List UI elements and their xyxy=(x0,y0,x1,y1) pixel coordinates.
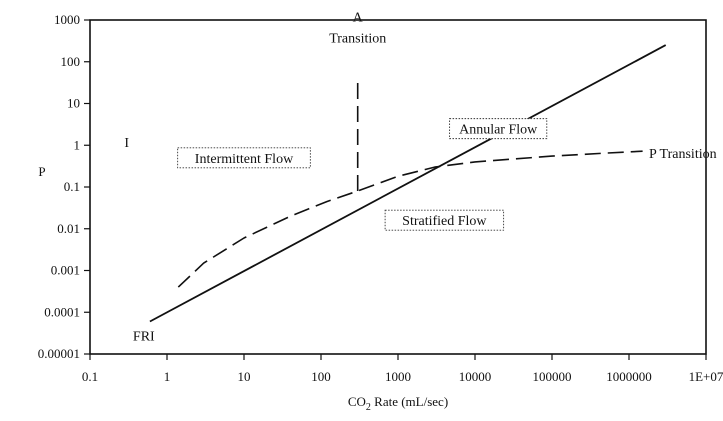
region-label: Annular Flow xyxy=(449,118,548,140)
y-tick-label: 10 xyxy=(67,96,80,111)
svg-text:FRI: FRI xyxy=(133,329,155,344)
x-tick-label: 1000 xyxy=(385,369,411,384)
svg-text:Transition: Transition xyxy=(329,32,386,47)
x-tick-label: 100000 xyxy=(533,369,572,384)
x-axis-label: CO2 Rate (mL/sec) xyxy=(348,394,448,413)
annotation-label: I xyxy=(124,136,129,151)
region-label: Intermittent Flow xyxy=(177,147,311,169)
y-tick-label: 1 xyxy=(74,137,81,152)
x-tick-label: 100 xyxy=(311,369,331,384)
svg-text:Stratified Flow: Stratified Flow xyxy=(402,214,487,229)
x-tick-label: 10 xyxy=(238,369,251,384)
region-label: Stratified Flow xyxy=(384,209,505,231)
svg-text:A: A xyxy=(353,11,364,26)
y-axis: 1000 100 10 1 0.1 0.01 0.001 0.0001 0.00001 xyxy=(38,12,90,361)
svg-text:P Transition: P Transition xyxy=(649,147,717,162)
y-tick-label: 0.01 xyxy=(57,221,80,236)
x-axis: 0.1 1 10 100 1000 10000 100000 1000000 1E+07 xyxy=(82,354,723,384)
svg-text:Annular Flow: Annular Flow xyxy=(459,123,538,138)
annotation-label: P Transition xyxy=(649,147,717,162)
svg-text:Intermittent Flow: Intermittent Flow xyxy=(195,152,294,167)
x-tick-label: 0.1 xyxy=(82,369,98,384)
y-axis-label: P xyxy=(38,164,45,179)
annotation-label: FRI xyxy=(133,329,155,344)
y-tick-label: 0.001 xyxy=(51,263,80,278)
x-tick-label: 1000000 xyxy=(606,369,652,384)
x-tick-label: 10000 xyxy=(459,369,492,384)
y-tick-label: 0.0001 xyxy=(44,304,80,319)
series-layer xyxy=(149,44,667,323)
y-tick-label: 0.1 xyxy=(64,179,80,194)
solid-boundary-line-0 xyxy=(149,44,667,323)
annotation-layer: Intermittent Flow Annular Flow Stratified … xyxy=(124,11,716,345)
y-tick-label: 100 xyxy=(61,54,81,69)
annotation-label: A xyxy=(353,11,364,26)
y-tick-label: 0.00001 xyxy=(38,346,80,361)
svg-text:I: I xyxy=(124,136,129,151)
y-tick-label: 1000 xyxy=(54,12,80,27)
annotation-label: Transition xyxy=(329,32,386,47)
plot-frame xyxy=(89,19,707,355)
x-tick-label: 1 xyxy=(164,369,171,384)
dashed-transition-line-1 xyxy=(177,150,643,288)
x-tick-label: 1E+07 xyxy=(689,369,723,384)
